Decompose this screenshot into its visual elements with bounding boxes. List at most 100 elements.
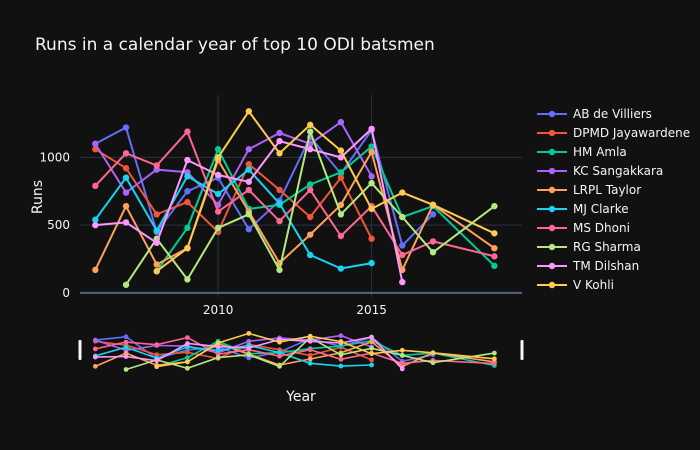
data-point[interactable] <box>307 121 314 129</box>
data-point[interactable] <box>245 211 253 218</box>
data-point[interactable] <box>214 224 222 232</box>
data-point[interactable] <box>122 189 130 196</box>
series-mj-clarke[interactable] <box>92 166 375 272</box>
data-point[interactable] <box>337 169 345 176</box>
data-point[interactable] <box>368 179 375 187</box>
data-point[interactable] <box>368 259 375 267</box>
data-point[interactable] <box>245 108 253 115</box>
data-point[interactable] <box>214 190 222 198</box>
data-point[interactable] <box>337 232 345 240</box>
legend-item[interactable]: LRPL Taylor <box>537 183 641 197</box>
series-kc-sangakkara[interactable] <box>92 118 375 209</box>
data-point[interactable] <box>153 261 160 268</box>
data-point[interactable] <box>368 205 375 213</box>
data-point[interactable] <box>153 162 160 169</box>
data-point[interactable] <box>245 146 253 153</box>
data-point[interactable] <box>153 211 160 218</box>
data-point[interactable] <box>184 156 191 164</box>
legend-item[interactable]: DPMD Jayawardene <box>537 126 690 140</box>
data-point[interactable] <box>429 201 437 209</box>
range-slider-right-handle[interactable] <box>520 340 524 360</box>
data-point[interactable] <box>122 202 130 210</box>
data-point[interactable] <box>92 140 99 148</box>
data-point[interactable] <box>399 242 406 249</box>
data-point[interactable] <box>491 262 498 270</box>
legend-item[interactable]: MJ Clarke <box>537 202 629 216</box>
data-point[interactable] <box>368 125 375 133</box>
data-point[interactable] <box>245 226 253 233</box>
data-point[interactable] <box>92 221 99 229</box>
data-point[interactable] <box>122 281 130 288</box>
data-point[interactable] <box>245 186 253 194</box>
legend-item[interactable]: RG Sharma <box>537 240 641 254</box>
data-point[interactable] <box>276 200 283 207</box>
data-point[interactable] <box>122 124 130 131</box>
data-point[interactable] <box>214 154 222 161</box>
data-point[interactable] <box>307 186 314 194</box>
data-point[interactable] <box>337 147 345 154</box>
data-point[interactable] <box>337 118 345 126</box>
series-rg-sharma[interactable] <box>122 128 498 288</box>
data-point[interactable] <box>307 213 314 221</box>
data-point[interactable] <box>184 244 191 252</box>
data-point[interactable] <box>122 174 130 181</box>
data-point[interactable] <box>307 146 314 153</box>
data-point[interactable] <box>491 230 498 237</box>
data-point[interactable] <box>92 182 99 190</box>
data-point[interactable] <box>276 266 283 274</box>
data-point[interactable] <box>491 253 498 260</box>
data-point[interactable] <box>368 143 375 150</box>
legend-item[interactable]: KC Sangakkara <box>537 164 663 178</box>
data-point[interactable] <box>184 188 191 195</box>
series-v-kohli[interactable] <box>153 108 498 275</box>
data-point[interactable] <box>153 239 160 246</box>
data-point[interactable] <box>307 251 314 259</box>
data-point[interactable] <box>429 238 437 245</box>
data-point[interactable] <box>214 171 222 179</box>
data-point[interactable] <box>122 165 130 172</box>
data-point[interactable] <box>491 202 498 210</box>
data-point[interactable] <box>184 128 191 135</box>
data-point[interactable] <box>184 173 191 180</box>
data-point[interactable] <box>368 235 375 242</box>
data-point[interactable] <box>429 249 437 256</box>
data-point[interactable] <box>276 137 283 145</box>
data-point[interactable] <box>122 219 130 226</box>
data-point[interactable] <box>399 189 406 196</box>
data-point[interactable] <box>184 198 191 206</box>
data-point[interactable] <box>153 268 160 275</box>
data-point[interactable] <box>214 208 222 215</box>
main-plot-area[interactable]: 2010 2015 0 500 1000 <box>39 95 522 317</box>
data-point[interactable] <box>184 276 191 283</box>
legend-item[interactable]: V Kohli <box>537 278 614 292</box>
data-point[interactable] <box>337 211 345 218</box>
data-point[interactable] <box>276 217 283 225</box>
legend-item[interactable]: HM Amla <box>537 145 627 159</box>
data-point[interactable] <box>214 146 222 153</box>
data-point[interactable] <box>245 166 253 173</box>
data-point[interactable] <box>92 266 99 274</box>
data-point[interactable] <box>491 244 498 252</box>
data-point[interactable] <box>368 173 375 180</box>
data-point[interactable] <box>399 278 406 286</box>
legend-item[interactable]: AB de Villiers <box>537 107 652 121</box>
data-point[interactable] <box>307 181 314 188</box>
data-point[interactable] <box>399 213 406 221</box>
data-point[interactable] <box>92 216 99 223</box>
data-point[interactable] <box>337 265 345 272</box>
data-point[interactable] <box>399 251 406 259</box>
legend-item[interactable]: TM Dilshan <box>537 259 639 273</box>
data-point[interactable] <box>245 160 253 168</box>
data-point[interactable] <box>368 148 375 156</box>
range-slider-left-handle[interactable] <box>78 340 82 360</box>
data-point[interactable] <box>337 174 345 181</box>
range-slider[interactable] <box>78 330 524 372</box>
data-point[interactable] <box>153 227 160 234</box>
data-point[interactable] <box>276 129 283 137</box>
data-point[interactable] <box>184 224 191 232</box>
data-point[interactable] <box>245 178 253 185</box>
data-point[interactable] <box>307 128 314 135</box>
legend-item[interactable]: MS Dhoni <box>537 221 630 235</box>
data-point[interactable] <box>122 150 130 157</box>
data-point[interactable] <box>429 211 437 218</box>
